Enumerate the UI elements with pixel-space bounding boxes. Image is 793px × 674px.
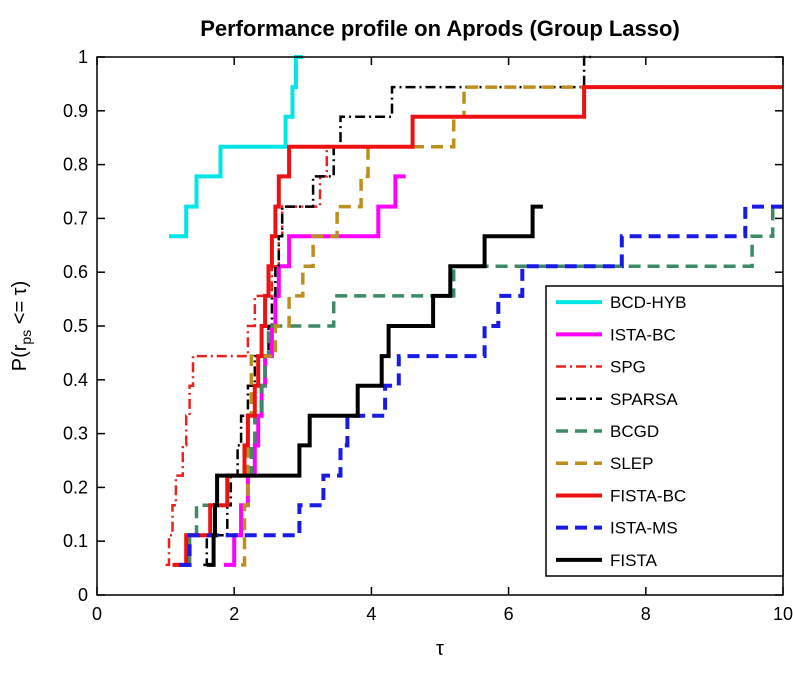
series-line-fista bbox=[206, 204, 543, 567]
y-tick-label: 0 bbox=[78, 585, 88, 605]
y-label-sub: ps bbox=[18, 330, 34, 345]
chart-title: Performance profile on Aprods (Group Las… bbox=[200, 16, 680, 41]
y-tick-label: 0.7 bbox=[63, 208, 88, 228]
x-tick-label: 6 bbox=[504, 604, 514, 624]
x-tick-label: 0 bbox=[92, 604, 102, 624]
legend-item-label: SLEP bbox=[610, 454, 653, 473]
y-label-pre: P(r bbox=[9, 344, 31, 371]
legend-item-label: FISTA-BC bbox=[610, 486, 686, 505]
y-tick-label: 0.6 bbox=[63, 262, 88, 282]
y-tick-label: 0.4 bbox=[63, 370, 88, 390]
x-tick-label: 4 bbox=[366, 604, 376, 624]
x-tick-label: 10 bbox=[773, 604, 793, 624]
y-label-post: <= τ) bbox=[9, 281, 31, 330]
legend-item-label: BCD-HYB bbox=[610, 293, 687, 312]
x-tick-label: 2 bbox=[229, 604, 239, 624]
legend-item-label: SPG bbox=[610, 358, 646, 377]
legend-item-label: FISTA bbox=[610, 551, 658, 570]
legend-item-label: BCGD bbox=[610, 422, 659, 441]
legend-item-label: SPARSA bbox=[610, 390, 678, 409]
series-line-fista-bc bbox=[172, 85, 783, 567]
y-tick-label: 1 bbox=[78, 47, 88, 67]
y-tick-label: 0.8 bbox=[63, 155, 88, 175]
y-tick-label: 0.5 bbox=[63, 316, 88, 336]
legend-item-label: ISTA-BC bbox=[610, 325, 676, 344]
x-axis-label: τ bbox=[436, 638, 444, 660]
x-tick-label: 8 bbox=[641, 604, 651, 624]
series-line-sparsa bbox=[203, 55, 591, 567]
series-line-ista-ms bbox=[179, 204, 783, 567]
y-tick-label: 0.9 bbox=[63, 101, 88, 121]
y-axis-label: P(rps <= τ) bbox=[9, 281, 34, 372]
y-tick-label: 0.2 bbox=[63, 477, 88, 497]
y-tick-label: 0.1 bbox=[63, 531, 88, 551]
y-tick-label: 0.3 bbox=[63, 424, 88, 444]
plot-content: 0 2 4 6 8 10 0 0.1 0.2 0.3 0.4 0.5 0.6 0.7 0.8 0.9 1 BCD-… bbox=[63, 47, 793, 624]
series-line-bcgd bbox=[186, 204, 783, 567]
series-line-bcd-hyb bbox=[169, 55, 303, 239]
legend-item-label: ISTA-MS bbox=[610, 519, 678, 538]
